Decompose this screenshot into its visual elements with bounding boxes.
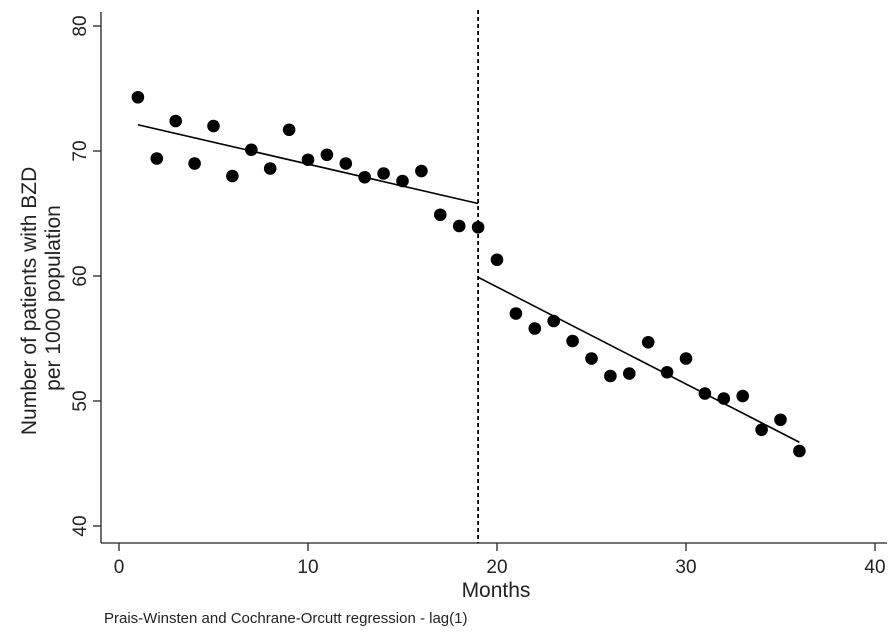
data-point	[415, 164, 428, 178]
data-point	[641, 335, 655, 349]
data-point	[679, 352, 693, 365]
y-tick-label: 80	[70, 15, 91, 36]
data-point	[566, 334, 579, 348]
data-point	[528, 322, 542, 335]
data-point	[698, 387, 712, 400]
data-point	[282, 123, 296, 137]
data-point	[623, 367, 636, 380]
data-point	[207, 119, 220, 133]
data-point	[358, 170, 372, 184]
data-point	[547, 314, 560, 328]
data-point	[717, 392, 731, 405]
data-point	[471, 220, 485, 234]
y-axis-title: Number of patients with BZD per 1000 pop…	[18, 161, 65, 435]
data-point	[736, 389, 749, 403]
data-point	[774, 413, 787, 427]
data-point	[793, 444, 806, 458]
x-tick-label: 0	[114, 557, 125, 578]
fit-line	[477, 276, 800, 443]
data-point	[339, 157, 353, 170]
data-point	[396, 174, 409, 188]
x-tick-label: 10	[297, 557, 318, 578]
data-point	[320, 148, 334, 162]
data-point	[660, 365, 674, 379]
data-point	[188, 157, 201, 170]
data-point	[452, 219, 466, 233]
data-point	[434, 208, 447, 222]
data-point	[226, 169, 239, 183]
x-tick-label: 40	[864, 557, 885, 578]
y-tick-label: 60	[70, 265, 91, 286]
data-points	[131, 90, 806, 458]
y-axis-title-line-1: Number of patients with BZD	[18, 167, 41, 435]
y-tick-label: 40	[70, 515, 91, 536]
y-tick-label: 50	[70, 390, 91, 411]
data-point	[604, 369, 617, 383]
data-point	[585, 352, 598, 365]
data-point	[755, 423, 768, 437]
data-point	[490, 253, 504, 267]
data-point	[245, 143, 258, 157]
data-point	[263, 162, 277, 175]
data-point	[301, 153, 315, 167]
x-axis-title: Months	[462, 579, 531, 602]
data-point	[377, 167, 390, 180]
y-tick-label: 70	[70, 140, 91, 161]
axes: 0 10 20 30 40 40 50 60 70 80	[70, 12, 887, 578]
regression-note: Prais-Winsten and Cochrane-Orcutt regres…	[104, 610, 467, 627]
data-point	[509, 307, 523, 320]
data-point	[131, 90, 145, 104]
data-point	[169, 114, 182, 128]
data-point	[150, 152, 164, 165]
y-axis-title-line-2: per 1000 population	[42, 205, 65, 391]
x-tick-label: 20	[486, 557, 507, 578]
x-tick-label: 30	[675, 557, 696, 578]
